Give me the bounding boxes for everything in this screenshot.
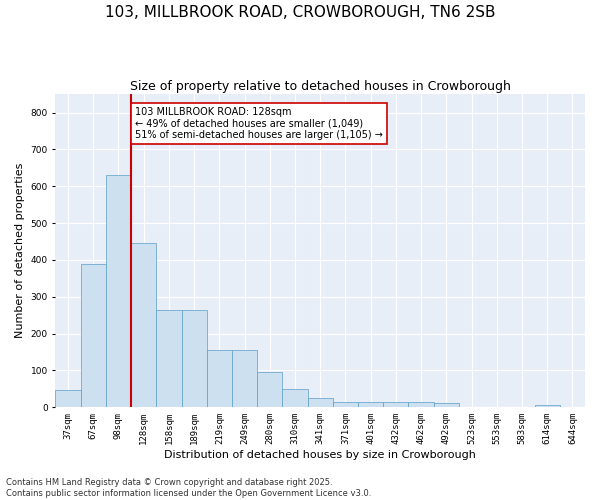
Bar xyxy=(207,350,232,408)
Bar xyxy=(409,402,434,407)
Bar xyxy=(358,402,383,407)
Bar xyxy=(157,310,182,408)
Bar xyxy=(535,406,560,407)
Bar xyxy=(182,310,207,408)
Bar xyxy=(308,398,333,407)
Bar xyxy=(383,402,409,407)
Bar xyxy=(257,372,283,408)
Bar xyxy=(434,403,459,407)
Bar xyxy=(232,350,257,408)
X-axis label: Distribution of detached houses by size in Crowborough: Distribution of detached houses by size … xyxy=(164,450,476,460)
Bar xyxy=(131,244,157,408)
Bar xyxy=(80,264,106,408)
Text: Contains HM Land Registry data © Crown copyright and database right 2025.
Contai: Contains HM Land Registry data © Crown c… xyxy=(6,478,371,498)
Bar xyxy=(106,175,131,408)
Bar xyxy=(333,402,358,407)
Text: 103, MILLBROOK ROAD, CROWBOROUGH, TN6 2SB: 103, MILLBROOK ROAD, CROWBOROUGH, TN6 2S… xyxy=(105,5,495,20)
Y-axis label: Number of detached properties: Number of detached properties xyxy=(15,163,25,338)
Bar xyxy=(283,389,308,407)
Title: Size of property relative to detached houses in Crowborough: Size of property relative to detached ho… xyxy=(130,80,511,93)
Text: 103 MILLBROOK ROAD: 128sqm
← 49% of detached houses are smaller (1,049)
51% of s: 103 MILLBROOK ROAD: 128sqm ← 49% of deta… xyxy=(135,107,383,140)
Bar xyxy=(55,390,80,407)
